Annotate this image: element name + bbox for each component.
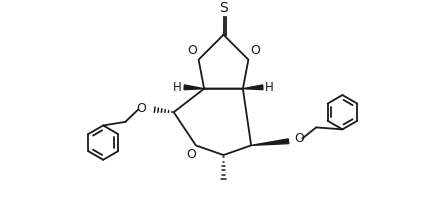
Text: S: S [219, 1, 228, 15]
Text: O: O [250, 44, 260, 57]
Text: H: H [173, 81, 182, 94]
Polygon shape [251, 139, 289, 145]
Text: H: H [265, 81, 274, 94]
Text: O: O [136, 102, 146, 114]
Text: O: O [186, 148, 196, 161]
Text: O: O [187, 44, 197, 57]
Text: O: O [294, 132, 304, 145]
Polygon shape [184, 85, 204, 90]
Polygon shape [243, 85, 263, 90]
